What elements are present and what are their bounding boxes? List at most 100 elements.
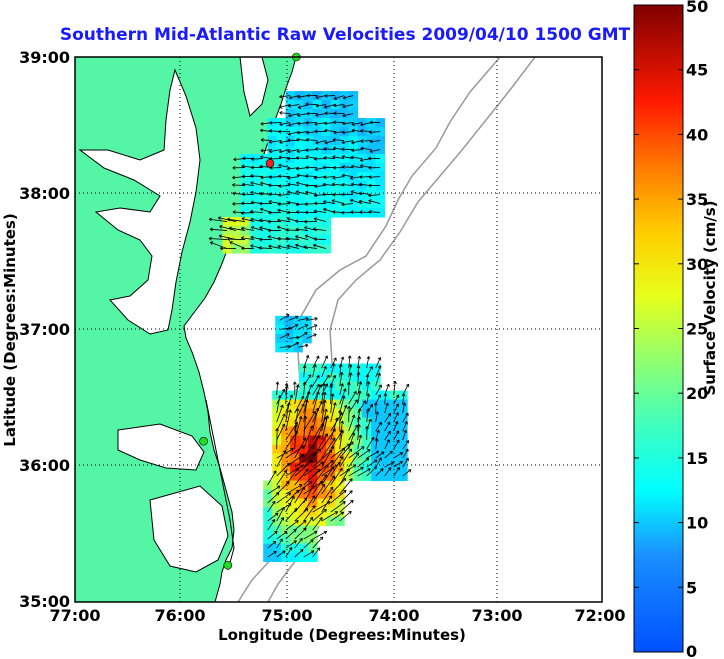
- velocity-arrow-head: [331, 363, 335, 366]
- velocity-arrow: [294, 538, 303, 549]
- velocity-arrow-head: [376, 451, 380, 455]
- velocity-arrow-head: [287, 183, 291, 187]
- velocity-arrow-head: [400, 461, 403, 465]
- velocity-arrow-head: [350, 166, 354, 169]
- velocity-arrow: [339, 468, 350, 486]
- velocity-arrow-head: [268, 175, 272, 178]
- velocity-cell: [240, 190, 251, 200]
- velocity-arrow-head: [305, 103, 309, 106]
- velocity-arrow-head: [277, 238, 281, 241]
- velocity-arrow-head: [227, 238, 231, 242]
- velocity-arrow-head: [368, 381, 371, 385]
- velocity-arrow-head: [351, 124, 355, 126]
- velocity-cell: [308, 363, 318, 374]
- velocity-arrow: [279, 112, 291, 114]
- velocity-arrow-head: [316, 384, 320, 387]
- velocity-cell: [249, 235, 260, 245]
- velocity-arrow-head: [305, 211, 309, 215]
- velocity-arrow-head: [342, 429, 345, 433]
- velocity-arrow-head: [332, 156, 336, 159]
- velocity-arrow-head: [313, 227, 317, 230]
- velocity-arrow: [278, 185, 291, 187]
- velocity-cell: [272, 444, 282, 455]
- velocity-arrow-head: [278, 175, 281, 179]
- velocity-arrow-head: [303, 245, 307, 248]
- velocity-arrow-head: [209, 242, 213, 245]
- velocity-arrow-head: [367, 457, 370, 462]
- velocity-arrow-head: [312, 411, 316, 414]
- velocity-arrow-head: [241, 193, 245, 197]
- velocity-arrow: [288, 316, 299, 321]
- velocity-arrow-head: [295, 220, 299, 224]
- velocity-arrow-head: [305, 155, 309, 157]
- velocity-arrow-head: [358, 381, 362, 384]
- velocity-arrow-head: [358, 199, 363, 202]
- velocity-cell: [281, 417, 291, 428]
- velocity-arrow-head: [304, 221, 308, 224]
- velocity-arrow-head: [268, 130, 272, 133]
- velocity-arrow: [312, 484, 325, 504]
- velocity-arrow-head: [287, 138, 291, 141]
- velocity-arrow-head: [296, 520, 299, 524]
- velocity-arrow-head: [259, 165, 263, 169]
- velocity-arrow-head: [341, 147, 345, 150]
- velocity-arrow-head: [315, 148, 319, 151]
- velocity-cell: [299, 462, 309, 473]
- velocity-arrow: [279, 346, 291, 348]
- velocity-arrow-head: [295, 489, 299, 492]
- velocity-arrow: [227, 218, 246, 222]
- velocity-cell: [375, 190, 386, 200]
- velocity-cell: [330, 199, 341, 209]
- velocity-arrow-head: [358, 183, 362, 187]
- velocity-arrow: [312, 416, 327, 441]
- velocity-cell: [317, 489, 327, 500]
- velocity-cell: [375, 154, 386, 164]
- velocity-cell: [317, 426, 327, 437]
- velocity-arrow: [360, 130, 372, 132]
- velocity-arrow-head: [366, 408, 369, 412]
- velocity-arrow-head: [313, 210, 317, 214]
- velocity-arrow-head: [241, 246, 245, 249]
- velocity-arrow: [305, 175, 318, 177]
- velocity-arrow-head: [241, 164, 245, 167]
- velocity-arrow-head: [342, 383, 344, 387]
- velocity-cell: [335, 390, 345, 401]
- velocity-arrow-head: [350, 441, 354, 444]
- velocity-arrow-head: [377, 411, 379, 415]
- velocity-arrow-head: [315, 147, 319, 150]
- velocity-arrow: [303, 539, 314, 549]
- velocity-cell: [353, 426, 363, 437]
- velocity-arrow-head: [313, 244, 316, 248]
- velocity-arrow-head: [279, 105, 282, 108]
- velocity-arrow-head: [333, 111, 337, 114]
- velocity-arrow-head: [323, 148, 327, 151]
- velocity-arrow-head: [268, 140, 272, 143]
- velocity-cell: [326, 435, 336, 446]
- velocity-arrow-head: [316, 468, 321, 471]
- velocity-arrow-head: [333, 130, 337, 134]
- velocity-arrow: [393, 381, 396, 396]
- x-axis-label: Longitude (Degrees:Minutes): [218, 626, 466, 644]
- velocity-arrow-head: [360, 160, 364, 162]
- velocity-arrow: [276, 381, 279, 396]
- velocity-arrow-head: [267, 228, 271, 231]
- velocity-cell: [371, 381, 381, 392]
- velocity-arrow-head: [242, 156, 246, 159]
- velocity-arrow-head: [394, 381, 397, 385]
- velocity-arrow-head: [304, 219, 308, 223]
- velocity-arrow-head: [300, 395, 304, 398]
- velocity-cell: [380, 435, 390, 446]
- velocity-arrow: [368, 176, 381, 178]
- velocity-arrow-head: [278, 131, 282, 134]
- velocity-arrow: [323, 201, 336, 204]
- velocity-arrow: [295, 191, 309, 195]
- velocity-arrow-head: [250, 174, 254, 177]
- velocity-arrow-head: [350, 155, 354, 158]
- velocity-arrow-head: [358, 424, 361, 428]
- velocity-arrow: [330, 430, 343, 450]
- velocity-arrow-head: [287, 191, 290, 195]
- velocity-cell: [272, 462, 282, 473]
- velocity-arrow-head: [307, 374, 311, 377]
- velocity-arrow: [267, 492, 280, 504]
- velocity-arrow: [333, 95, 345, 100]
